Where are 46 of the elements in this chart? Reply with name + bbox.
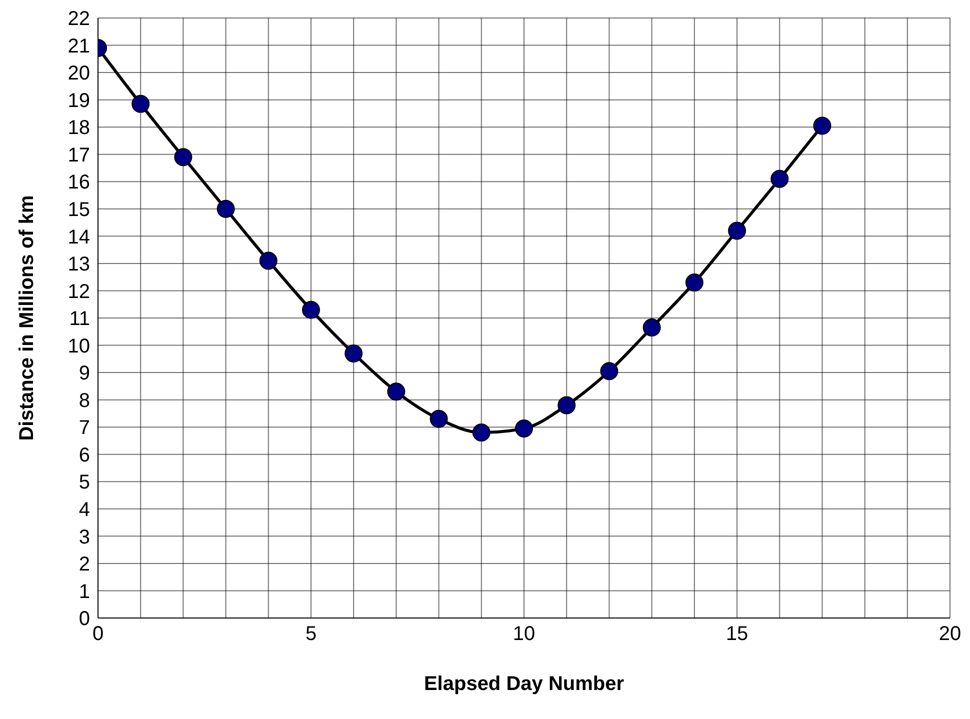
y-tick-label: 15	[68, 199, 90, 222]
y-axis-title: Distance in Millions of km	[16, 195, 38, 441]
point	[728, 222, 746, 240]
y-tick-label: 21	[68, 35, 90, 58]
x-tick-label: 15	[726, 623, 748, 646]
y-tick-label: 13	[68, 254, 90, 276]
x-tick-label: 5	[305, 623, 317, 646]
point	[430, 410, 448, 428]
point	[387, 382, 406, 401]
x-tick-label: 20	[938, 623, 962, 646]
y-tick-label: 8	[78, 390, 90, 412]
x-axis-title: Elapsed Day Number	[424, 673, 624, 695]
y-tick-label: 4	[78, 499, 90, 522]
y-tick-label: 14	[68, 226, 90, 248]
point	[259, 252, 278, 270]
point	[558, 396, 576, 414]
point	[302, 300, 320, 319]
point	[685, 274, 704, 292]
x-tick-label: 10	[512, 623, 536, 646]
y-tick-label: 2	[78, 554, 90, 576]
y-tick-label: 18	[68, 117, 90, 140]
y-tick-label: 19	[68, 90, 90, 112]
y-tick-label: 10	[68, 335, 90, 358]
y-tick-label: 22	[68, 8, 90, 30]
y-tick-label: 9	[78, 362, 90, 385]
point	[770, 170, 789, 188]
point	[344, 344, 363, 362]
point	[174, 148, 192, 166]
point	[216, 200, 235, 218]
point	[642, 318, 661, 337]
point	[600, 362, 618, 380]
point	[515, 419, 533, 438]
y-tick-label: 12	[68, 280, 90, 303]
point	[472, 424, 490, 442]
y-tick-label: 17	[68, 144, 90, 166]
y-tick-label: 11	[69, 308, 90, 330]
y-tick-label: 1	[78, 580, 90, 603]
y-tick-label: 0	[78, 608, 90, 630]
y-tick-label: 7	[78, 417, 90, 440]
point	[132, 94, 150, 113]
y-tick-label: 16	[68, 172, 90, 194]
y-tick-label: 20	[68, 62, 90, 85]
point	[813, 116, 832, 135]
y-tick-label: 3	[78, 526, 90, 548]
y-tick-label: 5	[78, 472, 90, 494]
y-tick-label: 6	[78, 444, 90, 466]
